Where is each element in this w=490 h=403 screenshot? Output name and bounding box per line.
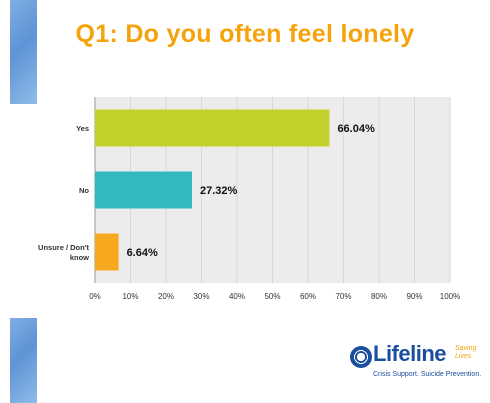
x-tick-label: 70% xyxy=(335,292,351,301)
x-tick-label: 30% xyxy=(193,292,209,301)
lifeline-emblem-icon xyxy=(350,346,372,368)
logo-wordmark: Lifeline xyxy=(373,341,447,366)
data-label: 6.64% xyxy=(127,247,158,259)
bar-0 xyxy=(95,109,330,147)
data-label: 66.04% xyxy=(337,123,375,135)
slide-title: Q1: Do you often feel lonely xyxy=(75,20,415,48)
decorative-side-bar-bottom xyxy=(10,318,37,403)
x-tick-label: 80% xyxy=(371,292,387,301)
x-tick-label: 0% xyxy=(89,292,101,301)
category-label: Yes xyxy=(76,124,89,133)
x-tick-label: 90% xyxy=(406,292,422,301)
category-label: know xyxy=(70,253,89,262)
x-tick-label: 20% xyxy=(158,292,174,301)
decorative-side-bar-top xyxy=(10,0,37,104)
lifeline-logo: Lifeline Saving Lives Crisis Support. Su… xyxy=(350,341,490,389)
logo-subtitle: Crisis Support. Suicide Prevention. xyxy=(373,371,482,378)
data-label: 27.32% xyxy=(200,185,238,197)
x-tick-label: 60% xyxy=(300,292,316,301)
x-tick-label: 50% xyxy=(264,292,280,301)
logo-tagline: Saving Lives xyxy=(455,345,477,360)
bar-1 xyxy=(95,171,192,209)
x-tick-label: 10% xyxy=(122,292,138,301)
category-label: Unsure / Don't xyxy=(38,243,89,252)
x-tick-label: 40% xyxy=(229,292,245,301)
bar-2 xyxy=(95,233,119,271)
category-label: No xyxy=(79,186,89,195)
x-tick-label: 100% xyxy=(440,292,460,301)
